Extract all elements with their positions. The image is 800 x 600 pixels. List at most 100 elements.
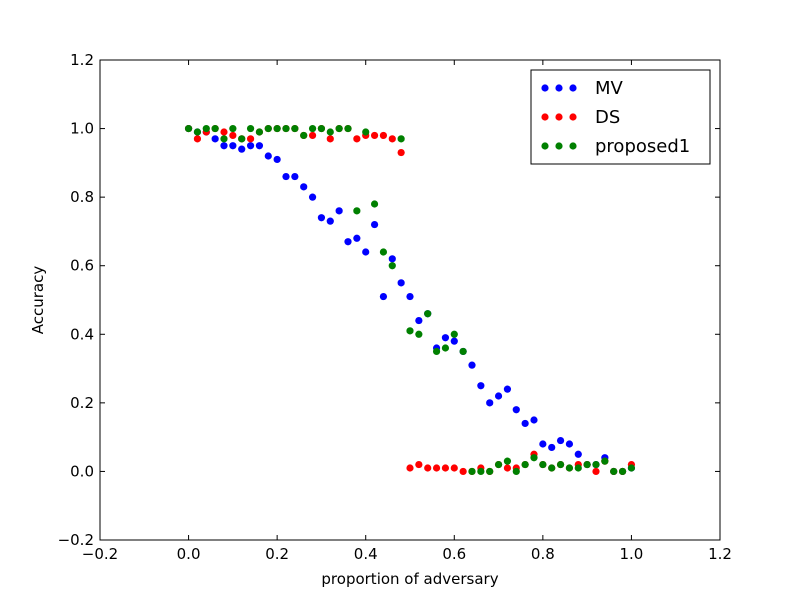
data-point (548, 464, 556, 472)
data-point (459, 467, 467, 476)
data-point (184, 124, 193, 133)
x-axis-label: proportion of adversary (321, 570, 498, 588)
data-point (601, 457, 609, 465)
legend-label: proposed1 (595, 136, 690, 157)
x-tick-label: 0.2 (265, 545, 289, 563)
data-point (335, 124, 343, 133)
data-point (415, 460, 423, 469)
data-point (326, 135, 334, 143)
data-point (494, 460, 503, 469)
data-point (521, 460, 529, 469)
data-point (370, 131, 379, 140)
data-point (610, 467, 618, 476)
data-point (362, 128, 370, 136)
data-point (300, 131, 308, 140)
data-point (344, 238, 352, 246)
data-point (370, 200, 379, 208)
data-point (450, 330, 458, 338)
data-point (397, 148, 405, 157)
data-point (486, 399, 494, 407)
y-tick-label: 0.6 (70, 257, 94, 275)
data-point (406, 327, 414, 335)
data-point (415, 316, 423, 325)
y-tick-label: 1.2 (70, 51, 94, 69)
data-point (477, 467, 485, 476)
legend-marker (541, 113, 549, 121)
data-point (246, 135, 255, 143)
data-point (317, 124, 326, 133)
data-point (530, 416, 538, 424)
data-point (397, 279, 405, 287)
data-point (300, 183, 308, 191)
data-point (388, 255, 396, 263)
data-point (229, 124, 237, 133)
data-point (255, 142, 264, 150)
data-point (565, 464, 574, 472)
data-point (565, 440, 574, 448)
data-point (477, 382, 485, 390)
data-point (220, 135, 228, 143)
y-tick-label: 0.4 (70, 325, 94, 343)
data-point (397, 135, 405, 143)
data-point (229, 142, 237, 150)
data-point (273, 124, 281, 133)
data-point (238, 145, 246, 153)
y-tick-label: −0.2 (58, 531, 94, 549)
data-point (220, 128, 228, 136)
data-point (592, 460, 600, 469)
data-point (486, 467, 494, 476)
y-tick-label: 0.8 (70, 188, 94, 206)
data-point (264, 152, 272, 160)
x-tick-label: 0.4 (354, 545, 378, 563)
data-point (193, 135, 202, 143)
legend-label: MV (595, 78, 624, 99)
data-point (503, 464, 512, 472)
legend-marker (541, 142, 549, 150)
data-point (353, 207, 361, 215)
data-point (574, 450, 582, 458)
data-point (291, 172, 299, 181)
x-tick-label: 1.2 (708, 545, 732, 563)
axis-ticks: −0.2 0.0 0.2 0.4 0.6 0.8 1.0 1.2 −0.2 0.0 0.2 0.4 0.… (58, 51, 732, 563)
data-point (521, 419, 529, 428)
data-point (530, 454, 538, 462)
data-point (362, 248, 370, 256)
data-point (326, 128, 334, 136)
data-point (388, 262, 396, 270)
data-point (503, 457, 512, 465)
legend-marker (569, 84, 577, 92)
legend-marker (569, 142, 577, 150)
data-point (291, 124, 299, 133)
data-point (335, 207, 343, 215)
data-point (282, 172, 290, 181)
legend-marker (555, 84, 563, 92)
data-point (432, 464, 441, 472)
data-point (273, 155, 281, 164)
y-axis-label: Accuracy (29, 266, 47, 335)
data-point (627, 464, 636, 472)
data-point (388, 135, 396, 143)
data-point (326, 217, 334, 225)
legend-marker (555, 113, 563, 121)
legend-marker (569, 113, 577, 121)
data-point (379, 248, 388, 256)
data-point (211, 124, 219, 133)
data-point (238, 135, 246, 143)
data-point (211, 135, 219, 143)
data-point (441, 464, 450, 472)
data-point (246, 142, 255, 150)
data-point (459, 347, 467, 356)
x-tick-label: 1.0 (619, 545, 643, 563)
plot-frame (99, 59, 721, 541)
data-point (353, 135, 361, 143)
data-point (317, 214, 326, 222)
data-point (503, 385, 512, 393)
data-point (308, 193, 317, 201)
data-point (618, 467, 627, 476)
data-point (379, 292, 388, 301)
series-proposed1 (184, 124, 636, 476)
data-point (592, 467, 600, 476)
data-point (424, 464, 432, 472)
legend-marker (555, 142, 563, 150)
data-point (574, 464, 582, 472)
